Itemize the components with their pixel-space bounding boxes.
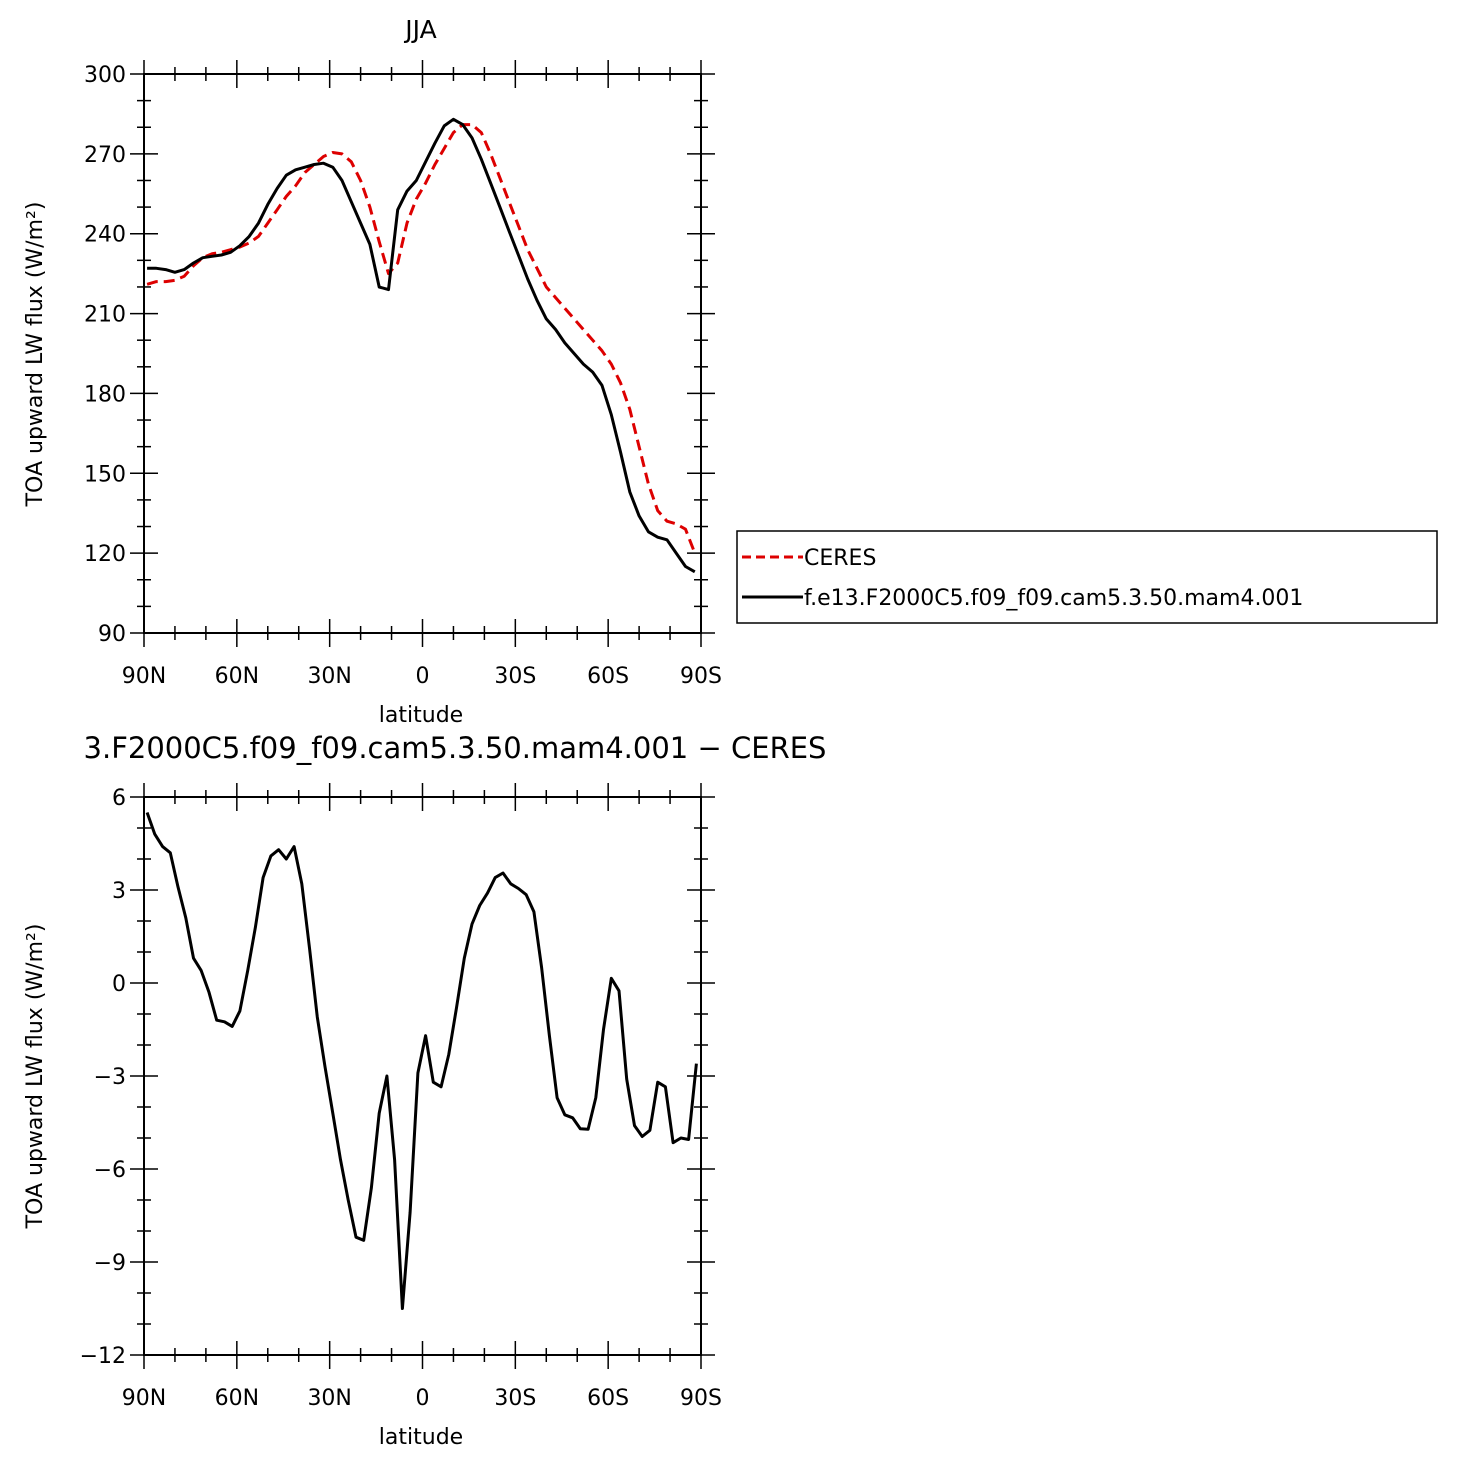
y-tick-label: 180 [84, 382, 126, 407]
x-tick-label: 60S [587, 1386, 629, 1411]
x-tick-label: 0 [416, 1386, 430, 1411]
legend-label-ceres: CERES [804, 546, 876, 571]
y-tick-label: 270 [84, 143, 126, 168]
x-tick-label: 30N [307, 1386, 351, 1411]
plot-frame [143, 796, 702, 1356]
x-tick-label: 30S [494, 664, 536, 689]
x-tick-label: 90N [122, 1386, 166, 1411]
top-panel-title: JJA [403, 15, 436, 44]
y-tick-label: 120 [84, 542, 126, 567]
legend-box [736, 530, 1438, 624]
bottom-panel-ylabel: TOA upward LW flux (W/m²) [23, 924, 48, 1230]
x-tick-label: 0 [416, 664, 430, 689]
difference-series-line [145, 811, 698, 1310]
y-tick-label: 6 [112, 786, 126, 811]
bottom-panel-title: 3.F2000C5.f09_f09.cam5.3.50.mam4.001 − C… [84, 731, 827, 765]
bottom-panel: 3.F2000C5.f09_f09.cam5.3.50.mam4.001 − C… [23, 731, 826, 1450]
y-tick-label: −12 [80, 1344, 126, 1369]
bottom-plot-area: −12 −9 −6 −3 0 3 6 90N 60N 30N 0 30S 60S 90S [80, 783, 722, 1411]
bottom-panel-xlabel: latitude [379, 1425, 463, 1450]
y-tick-label: 3 [112, 879, 126, 904]
x-tick-label: 60N [215, 664, 259, 689]
y-tick-label: 300 [84, 63, 126, 88]
y-tick-label: 90 [98, 622, 126, 647]
top-panel-ylabel: TOA upward LW flux (W/m²) [23, 202, 48, 508]
series-line-f-e13-f2000c5-f09-f09-cam5-3-50-mam4-001 [147, 117, 696, 574]
series-line-ceres [146, 123, 697, 554]
y-tick-label: −9 [94, 1251, 126, 1276]
y-tick-label: 0 [112, 972, 126, 997]
y-tick-label: 150 [84, 462, 126, 487]
legend-label-model: f.e13.F2000C5.f09_f09.cam5.3.50.mam4.001 [804, 586, 1303, 611]
x-tick-label: 90N [122, 664, 166, 689]
top-panel-xlabel: latitude [379, 703, 463, 728]
y-tick-label: 210 [84, 303, 126, 328]
y-tick-label: −3 [94, 1065, 126, 1090]
x-tick-label: 60S [587, 664, 629, 689]
x-tick-label: 30N [307, 664, 351, 689]
x-tick-label: 60N [215, 1386, 259, 1411]
top-panel: JJA 90 120 150 180 210 240 270 300 90N 60N 30N 0 30S… [23, 15, 722, 728]
x-tick-label: 90S [680, 1386, 722, 1411]
legend: CERES f.e13.F2000C5.f09_f09.cam5.3.50.ma… [736, 530, 1438, 624]
plot-frame [143, 73, 702, 634]
y-tick-label: −6 [94, 1158, 126, 1183]
x-tick-label: 90S [680, 664, 722, 689]
x-tick-label: 30S [494, 1386, 536, 1411]
y-tick-label: 240 [84, 223, 126, 248]
top-plot-area: 90 120 150 180 210 240 270 300 90N 60N 30N 0 30S 60S 9… [84, 60, 722, 689]
